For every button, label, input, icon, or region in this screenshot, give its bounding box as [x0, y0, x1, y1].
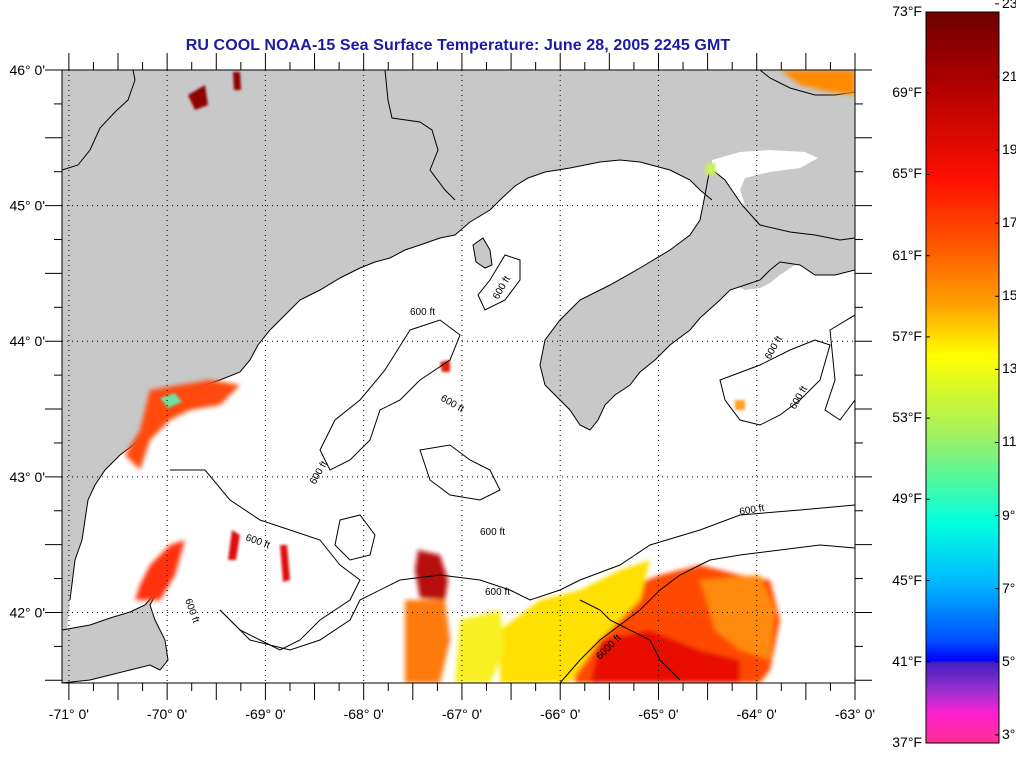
colorbar-label-f: 65°F: [892, 165, 922, 182]
x-tick-label: -63° 0': [835, 706, 875, 722]
x-tick-label: -71° 0': [49, 706, 89, 722]
colorbar-label-c: 5°C: [1002, 652, 1016, 669]
coastline-maine: [69, 234, 456, 601]
colorbar-label-f: 37°F: [892, 734, 922, 750]
colorbar-label-c: 11°C: [1002, 433, 1016, 450]
colorbar-label-f: 73°F: [892, 3, 922, 19]
colorbar-label-c: 17°C: [1002, 214, 1016, 231]
contour-600ft-south: [219, 504, 855, 651]
border-line-2: [384, 70, 456, 201]
bay-of-fundy: [478, 165, 705, 370]
border-line-1: [62, 70, 136, 171]
contour-600ft-central-2: [419, 444, 501, 501]
colorbar-label-f: 45°F: [892, 571, 922, 588]
land-cape-cod: [62, 589, 169, 683]
sst-patch-stripe-1: [228, 530, 240, 560]
coastline-gulf-stlawrence: [759, 70, 855, 96]
y-tick-label: 46° 0': [9, 62, 45, 78]
sst-patch-dot-1: [440, 360, 450, 372]
grid-lines: [62, 70, 855, 683]
colorbar-label-c: 21°C: [1002, 67, 1016, 84]
colorbar-label-c: 23°C: [1002, 0, 1016, 11]
land-mainland: [62, 70, 855, 683]
plot-frame: [61, 69, 856, 684]
colorbar-label-c: 15°C: [1002, 287, 1016, 304]
land-nova-scotia: [539, 167, 855, 431]
colorbar-label-f: 49°F: [892, 490, 922, 507]
colorbar-label-f: 69°F: [892, 84, 922, 101]
contour-label-600ft: 600 ft: [739, 503, 766, 518]
colorbar-label-f: 53°F: [892, 409, 922, 426]
sst-patch-scotian: [700, 575, 775, 660]
coastline-fundy-north: [454, 159, 713, 236]
x-tick-label: -66° 0': [540, 706, 580, 722]
contour-600ft-fundy-mouth: [477, 254, 521, 311]
sst-layer: [125, 70, 855, 683]
x-tick-label: -65° 0': [638, 706, 678, 722]
axis-tick-labels: -71° 0' -70° 0' -69° 0' -68° 0' -67° 0' -66° …: [9, 62, 875, 722]
colorbar-label-c: 7°C: [1002, 579, 1016, 596]
sst-patch-inland-2: [233, 72, 241, 90]
sst-patch-casco: [125, 380, 240, 470]
contour-600ft-west: [170, 469, 361, 651]
sst-patch-casco-cool: [160, 393, 182, 408]
x-tick-label: -69° 0': [245, 706, 285, 722]
colorbar-label-f: 57°F: [892, 327, 922, 344]
sst-patch-dot-2: [735, 400, 745, 410]
colorbar-label-f: 61°F: [892, 246, 922, 263]
axis-ticks: [45, 53, 872, 700]
chart-title: RU COOL NOAA-15 Sea Surface Temperature:…: [185, 37, 731, 54]
sst-patch-ne-channel: [415, 550, 448, 600]
contour-label-600ft: 600 ft: [410, 307, 435, 318]
contour-600ft-east-1: [719, 339, 831, 426]
sst-patch-stripe-2: [280, 545, 290, 582]
colorbar-label-c: 19°C: [1002, 141, 1016, 158]
y-tick-label: 42° 0': [9, 604, 45, 620]
y-tick-label: 44° 0': [9, 333, 45, 349]
y-tick-label: 45° 0': [9, 198, 45, 214]
y-tick-label: 43° 0': [9, 469, 45, 485]
x-tick-label: -70° 0': [147, 706, 187, 722]
contour-6000ft: [559, 544, 855, 683]
minas-basin: [712, 150, 818, 205]
colorbar-label-c: 13°C: [1002, 360, 1016, 377]
contour-600ft-central-1: [319, 319, 461, 471]
sst-patch-yellow-left: [455, 610, 505, 683]
sst-patch-ne-orange: [405, 600, 450, 683]
colorbar-ticks: [926, 3, 999, 744]
x-tick-label: -68° 0': [344, 706, 384, 722]
sst-patch-inland-1: [188, 85, 208, 110]
colorbar-label-c: 9°C: [1002, 506, 1016, 523]
sst-patch-minas: [705, 162, 716, 175]
island-grand-manan: [472, 237, 493, 269]
contour-label-600ft: 600 ft: [480, 527, 505, 538]
contour-600ft-east-2: [824, 314, 855, 421]
sst-patch-central-yellow: [500, 560, 650, 683]
depth-contours: [170, 254, 855, 683]
sst-layer-detail: [160, 72, 745, 582]
contour-600ft-central-3: [334, 514, 376, 561]
contour-600ft-channel: [579, 599, 681, 681]
x-tick-label: -64° 0': [737, 706, 777, 722]
colorbar-label-c: 3°C: [1002, 725, 1016, 742]
x-tick-label: -67° 0': [442, 706, 482, 722]
colorbar-label-f: 41°F: [892, 652, 922, 669]
sst-patch-gslaw: [780, 70, 855, 95]
sst-patch-center-red: [590, 630, 740, 683]
sst-patch-mass-bay: [135, 540, 185, 600]
contour-label-600ft: 600 ft: [485, 587, 510, 598]
colorbar: [925, 11, 1000, 744]
